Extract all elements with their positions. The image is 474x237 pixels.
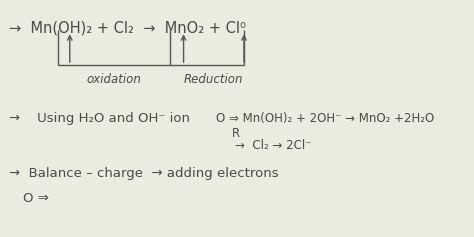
Text: →  Cl₂ → 2Cl⁻: → Cl₂ → 2Cl⁻	[235, 139, 311, 152]
Text: O ⇒: O ⇒	[23, 192, 49, 205]
Text: →    Using H₂O and OH⁻ ion: → Using H₂O and OH⁻ ion	[9, 112, 191, 125]
Text: R: R	[232, 127, 240, 140]
Text: →  Mn(OH)₂ + Cl₂  →  MnO₂ + Cl⁰: → Mn(OH)₂ + Cl₂ → MnO₂ + Cl⁰	[9, 20, 246, 35]
Text: O ⇒ Mn(OH)₂ + 2OH⁻ → MnO₂ +2H₂O: O ⇒ Mn(OH)₂ + 2OH⁻ → MnO₂ +2H₂O	[216, 112, 434, 125]
Text: →  Balance – charge  → adding electrons: → Balance – charge → adding electrons	[9, 167, 279, 180]
Text: oxidation: oxidation	[86, 73, 141, 86]
Text: Reduction: Reduction	[183, 73, 243, 86]
